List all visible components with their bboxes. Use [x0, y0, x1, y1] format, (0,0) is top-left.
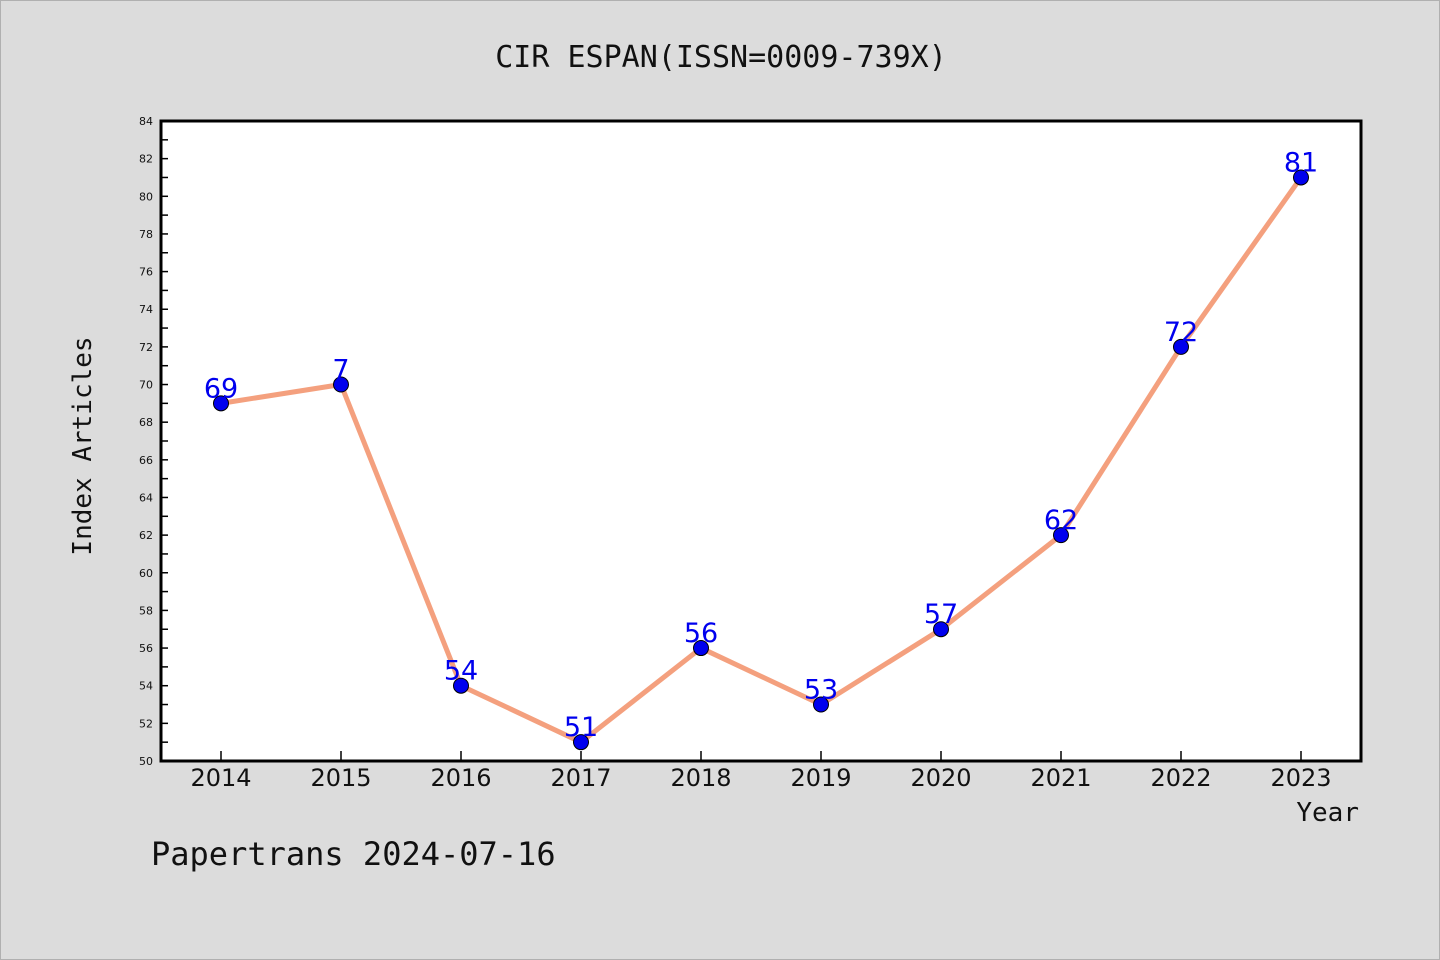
x-tick-label: 2017: [550, 764, 611, 792]
data-label: 56: [684, 618, 718, 649]
data-point: [1053, 527, 1069, 544]
data-point: [333, 376, 349, 393]
y-tick-label: 74: [139, 303, 153, 316]
data-label: 54: [444, 656, 478, 687]
y-tick-label: 62: [139, 529, 153, 542]
y-tick-label: 60: [139, 567, 153, 580]
y-tick-label: 76: [139, 266, 153, 279]
x-axis: 2014 2015 2016 2017 2018 2019 2020 2021 2022 2023: [190, 751, 1332, 792]
x-tick-label: 2015: [310, 764, 371, 792]
x-tick-label: 2023: [1270, 764, 1331, 792]
y-tick-label: 54: [139, 680, 153, 693]
x-tick-label: 2018: [670, 764, 731, 792]
y-tick-label: 72: [139, 341, 153, 354]
x-tick-label: 2021: [1030, 764, 1091, 792]
y-tick-label: 50: [139, 755, 153, 768]
data-point: [1293, 169, 1309, 186]
data-point: [453, 677, 469, 694]
data-label: 57: [924, 599, 958, 630]
data-label: 53: [804, 675, 838, 706]
data-label: 7: [332, 355, 349, 386]
data-point: [213, 395, 229, 412]
data-point: [693, 640, 709, 657]
x-tick-label: 2016: [430, 764, 491, 792]
data-label: 51: [564, 712, 598, 743]
data-label: 72: [1164, 317, 1198, 348]
y-tick-label: 80: [139, 190, 153, 203]
data-point: [933, 621, 949, 638]
y-axis: 50 52 54 56 58 60 62 64 66 68 70 72 74 76 78 80 82 84: [139, 115, 168, 768]
series-line: [218, 174, 1304, 745]
y-tick-label: 78: [139, 228, 153, 241]
y-tick-label: 68: [139, 416, 153, 429]
y-tick-label: 66: [139, 454, 153, 467]
data-label: 81: [1284, 147, 1318, 178]
series-layer: 69 7 54 51 56 53 57 62 72 81: [204, 147, 1318, 751]
plot-area: [159, 119, 1363, 763]
x-tick-label: 2020: [910, 764, 971, 792]
x-tick-label: 2022: [1150, 764, 1211, 792]
y-axis-label: Index Articles: [68, 336, 98, 555]
y-tick-label: 56: [139, 642, 153, 655]
watermark: Papertrans 2024-07-16: [151, 835, 556, 873]
data-point: [813, 696, 829, 713]
data-point: [1173, 338, 1189, 355]
y-tick-label: 52: [139, 717, 153, 730]
y-tick-label: 70: [139, 379, 153, 392]
data-point: [573, 734, 589, 751]
data-label: 69: [204, 373, 238, 404]
data-label: 62: [1044, 505, 1078, 536]
chart-title: CIR ESPAN(ISSN=0009-739X): [495, 40, 947, 75]
y-tick-label: 82: [139, 153, 153, 166]
y-tick-label: 58: [139, 604, 153, 617]
y-tick-label: 64: [139, 491, 153, 504]
x-axis-label: Year: [1296, 798, 1359, 828]
x-tick-label: 2019: [790, 764, 851, 792]
x-tick-label: 2014: [190, 764, 251, 792]
y-tick-label: 84: [139, 115, 153, 128]
